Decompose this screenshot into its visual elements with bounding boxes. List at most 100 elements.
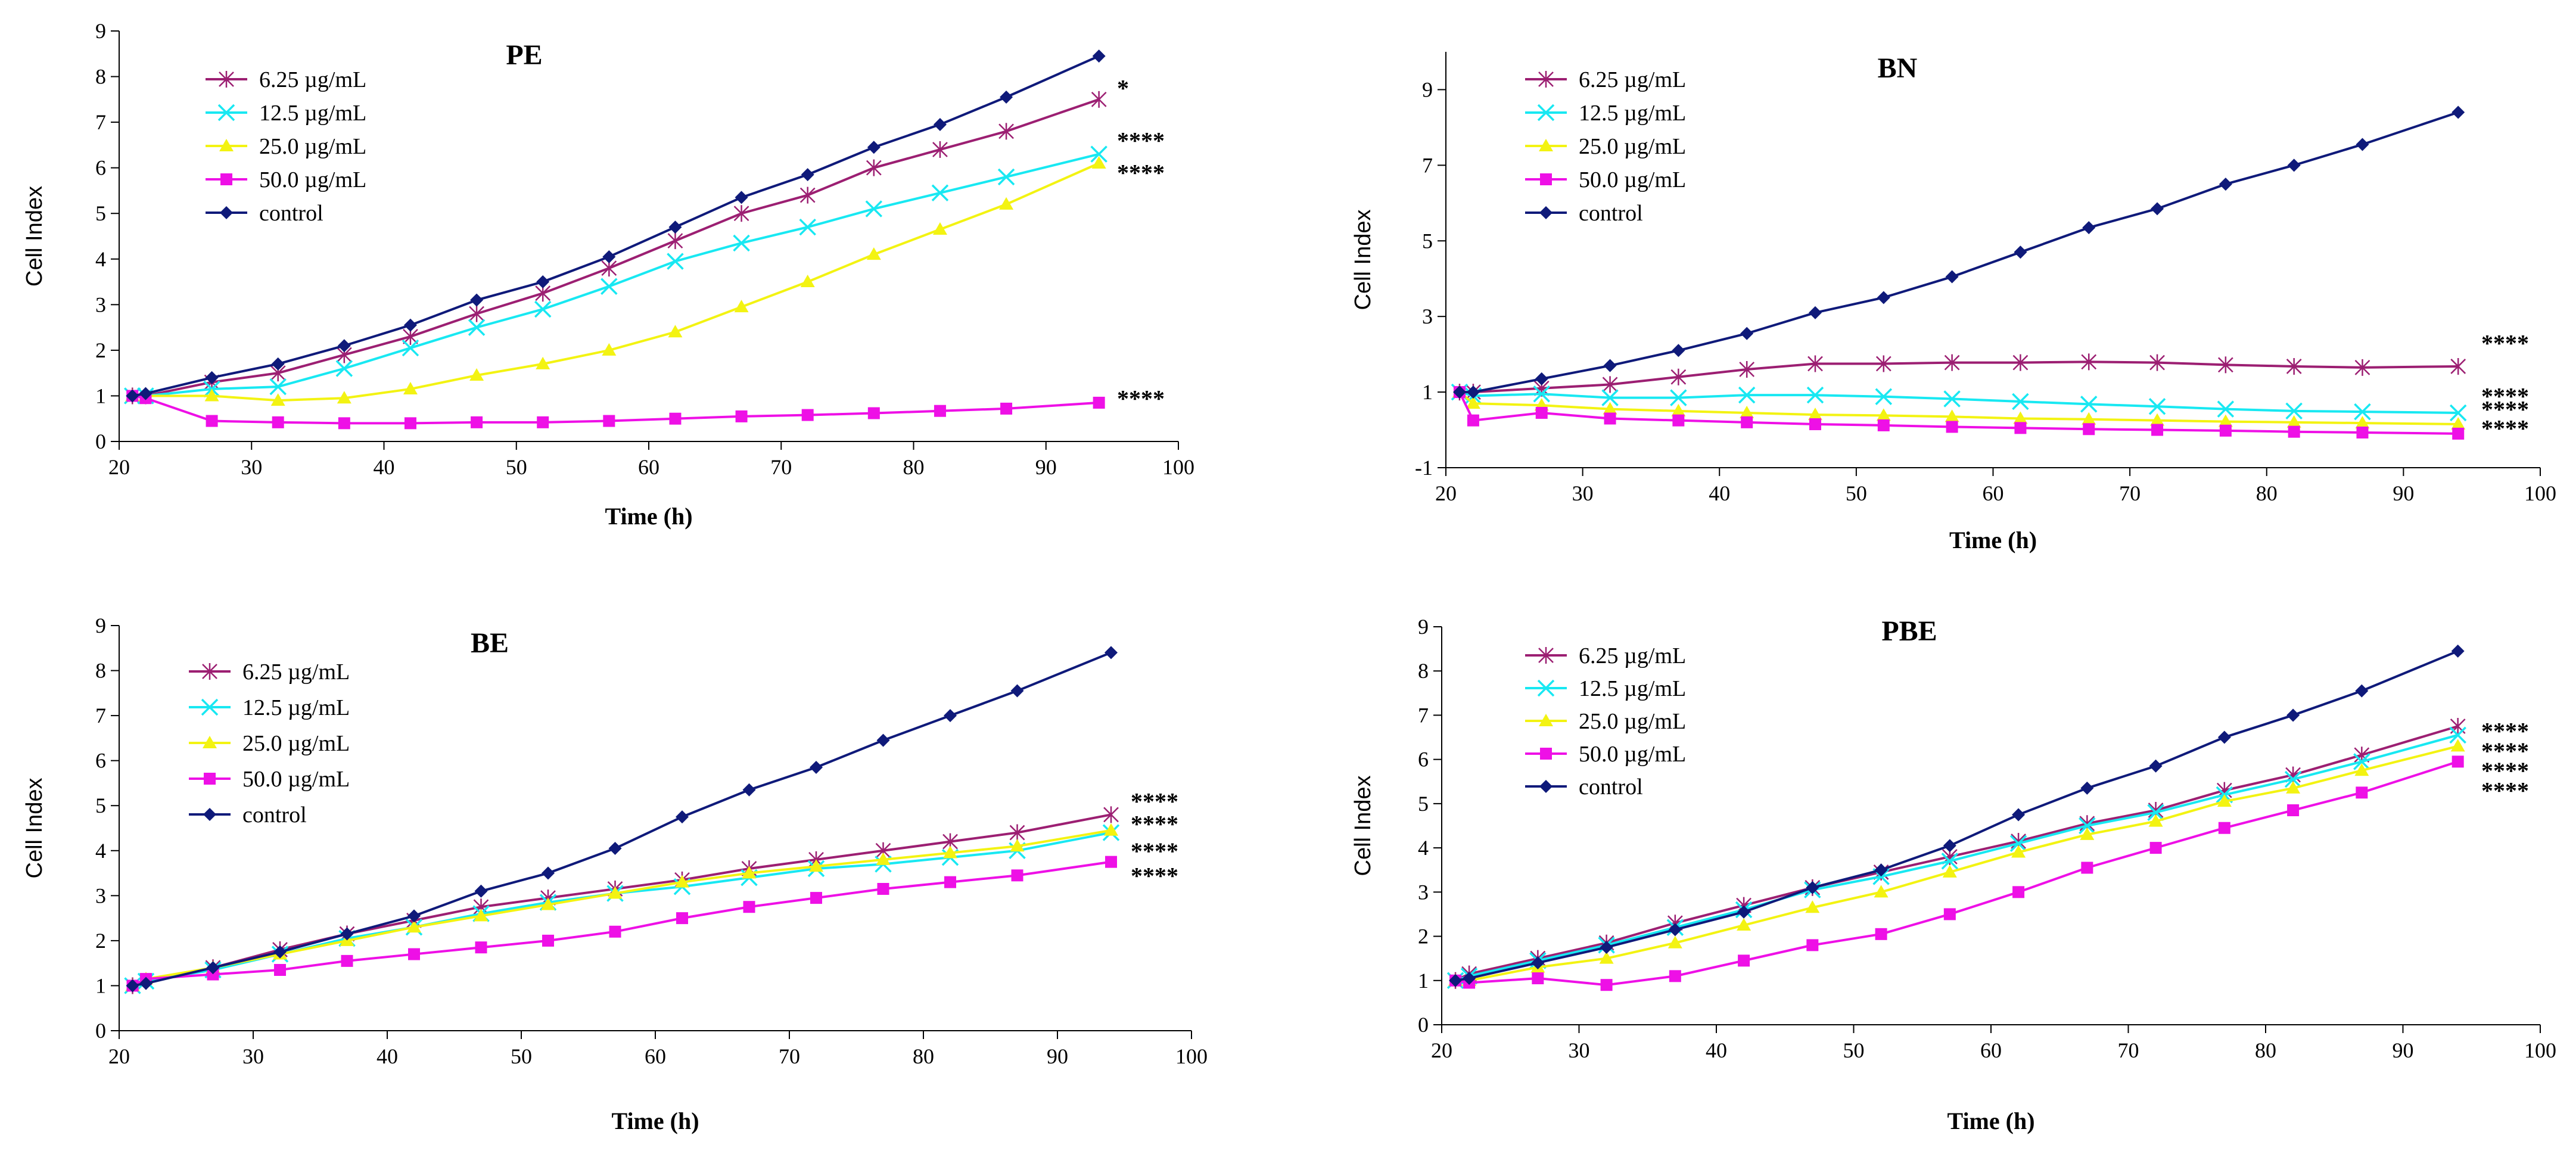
- x-tick-label: 30: [1572, 481, 1594, 505]
- y-tick-label: 3: [95, 884, 106, 907]
- data-point: [1667, 935, 1682, 948]
- series-line: [132, 651, 1112, 987]
- data-point: [932, 141, 948, 158]
- data-point: [2217, 794, 2232, 807]
- data-point: [931, 184, 949, 202]
- data-point: [1603, 402, 1617, 415]
- series-6-25: [1452, 353, 2466, 401]
- y-tick-label: 5: [1422, 229, 1433, 253]
- series-line: [132, 98, 1100, 397]
- series-line: [1455, 725, 2459, 982]
- y-tick-label: 7: [1418, 703, 1429, 727]
- data-point: [675, 875, 689, 888]
- legend: 6.25 µg/mL 12.5 µg/mL 25.0 µg/mL 50.0 µg/mL…: [189, 660, 350, 828]
- data-point: [403, 381, 418, 394]
- legend-marker: [220, 173, 232, 185]
- x-tick-label: 100: [1175, 1044, 1208, 1068]
- y-tick-label: 7: [95, 110, 106, 134]
- legend-marker: [202, 663, 217, 680]
- legend-label: 50.0 µg/mL: [1579, 742, 1686, 767]
- significance-mark: ****: [2481, 717, 2529, 744]
- data-point: [271, 357, 285, 371]
- legend-marker: [203, 736, 217, 748]
- legend-marker: [1540, 173, 1552, 185]
- x-axis-label: Time (h): [605, 503, 692, 530]
- data-point: [609, 925, 621, 938]
- x-tick-label: 70: [2118, 1038, 2139, 1062]
- data-point: [1466, 396, 1480, 409]
- data-point: [340, 927, 354, 941]
- data-point: [1467, 414, 1479, 427]
- data-point: [2356, 138, 2369, 151]
- data-point: [1600, 941, 1613, 954]
- data-point: [2356, 426, 2369, 438]
- data-point: [932, 222, 947, 235]
- data-point: [1943, 908, 1956, 920]
- series-line: [1455, 649, 2459, 982]
- data-point: [2287, 804, 2300, 817]
- y-tick-label: 1: [95, 384, 106, 408]
- data-point: [469, 368, 484, 381]
- data-point: [2217, 730, 2231, 744]
- x-tick-label: 70: [779, 1044, 800, 1068]
- data-point: [2451, 644, 2465, 658]
- data-point: [1672, 344, 1685, 357]
- data-point: [1104, 823, 1118, 836]
- significance-mark: ****: [1131, 810, 1178, 837]
- data-point: [1602, 376, 1618, 393]
- y-tick-label: 6: [1418, 748, 1429, 772]
- y-tick-label: 1: [1422, 380, 1433, 404]
- chart-title: BN: [1878, 52, 1918, 84]
- legend-label: control: [242, 803, 307, 828]
- data-point: [1452, 385, 1466, 399]
- x-tick-label: 50: [506, 455, 527, 479]
- data-point: [534, 300, 552, 318]
- data-point: [2219, 178, 2232, 191]
- significance-mark: ****: [2481, 738, 2529, 764]
- data-point: [403, 318, 417, 332]
- y-tick-label: 1: [1418, 969, 1429, 993]
- data-point: [1091, 156, 1106, 169]
- data-point: [1741, 416, 1753, 428]
- data-point: [337, 391, 351, 404]
- y-tick-label: 5: [95, 201, 106, 225]
- x-tick-label: 60: [638, 455, 659, 479]
- series-line: [132, 153, 1100, 397]
- chart-title: PE: [506, 39, 542, 71]
- data-point: [2218, 414, 2233, 427]
- series-line: [132, 162, 1100, 402]
- data-point: [998, 123, 1014, 140]
- data-point: [669, 412, 682, 425]
- data-point: [1944, 354, 1960, 371]
- data-point: [1807, 355, 1823, 372]
- data-point: [1740, 326, 1754, 340]
- data-point: [1738, 386, 1756, 404]
- legend: 6.25 µg/mL 12.5 µg/mL 25.0 µg/mL 50.0 µg/mL…: [206, 67, 366, 226]
- data-point: [1809, 418, 1821, 431]
- data-point: [1091, 91, 1107, 108]
- legend-label: 25.0 µg/mL: [259, 134, 366, 159]
- data-point: [1943, 390, 1961, 408]
- data-point: [2449, 404, 2467, 422]
- x-tick-label: 90: [2393, 481, 2414, 505]
- y-tick-label: 5: [95, 794, 106, 817]
- data-point: [470, 293, 484, 307]
- data-point: [408, 948, 420, 960]
- data-point: [2012, 886, 2025, 898]
- y-axis-label: Cell Index: [22, 778, 47, 879]
- data-point: [207, 968, 219, 981]
- series-line: [1459, 391, 2459, 414]
- data-point: [1946, 421, 1958, 433]
- data-point: [867, 141, 881, 154]
- data-point: [1092, 49, 1106, 63]
- x-tick-label: 90: [1047, 1044, 1068, 1068]
- y-tick-label: 8: [95, 65, 106, 89]
- series-line: [132, 394, 1099, 425]
- data-point: [269, 378, 287, 396]
- legend-marker: [1539, 206, 1553, 219]
- legend-marker: [1539, 714, 1553, 726]
- data-point: [2451, 105, 2465, 119]
- data-point: [2082, 221, 2096, 235]
- significance-mark: ****: [2481, 396, 2529, 423]
- data-point: [1740, 405, 1754, 418]
